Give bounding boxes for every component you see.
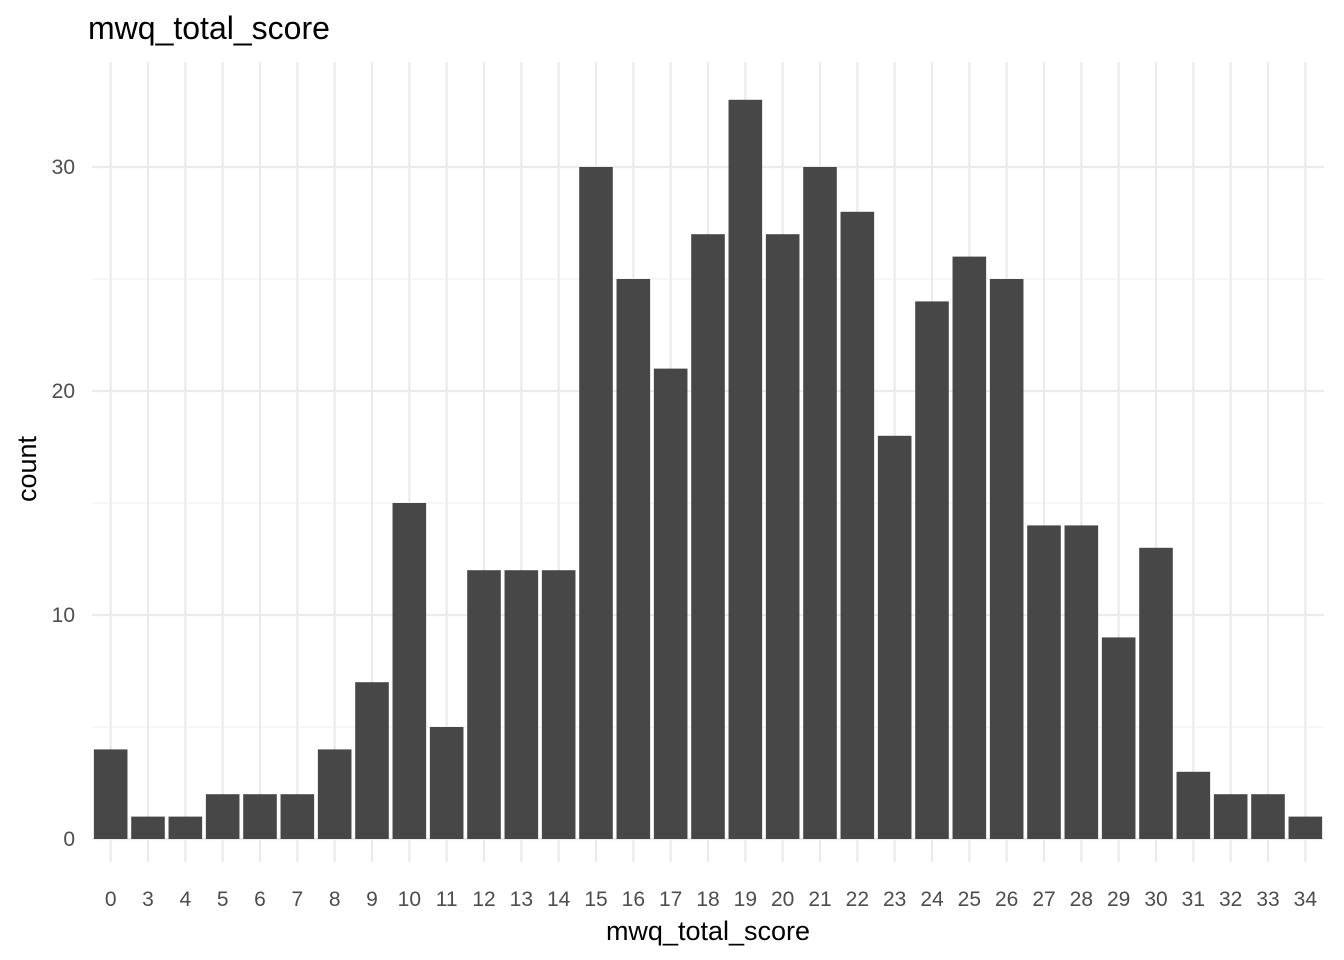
- bar-7: [280, 794, 315, 839]
- y-tick-label: 20: [52, 380, 75, 403]
- bar-21: [803, 167, 837, 839]
- x-tick-label: 16: [622, 888, 645, 911]
- bar-4: [168, 816, 203, 839]
- bar-27: [1027, 525, 1061, 839]
- y-axis-ticks: 0 10 20 30: [52, 156, 75, 851]
- x-tick-label: 18: [696, 888, 719, 911]
- bar-9: [355, 682, 389, 839]
- y-axis-title: count: [12, 435, 42, 502]
- x-tick-label: 17: [659, 888, 682, 911]
- x-tick-label: 22: [846, 888, 869, 911]
- bar-13: [504, 570, 539, 839]
- x-tick-label: 12: [472, 888, 495, 911]
- x-tick-label: 3: [142, 888, 154, 911]
- x-tick-label: 30: [1144, 888, 1167, 911]
- bar-15: [579, 167, 613, 839]
- x-tick-label: 25: [958, 888, 981, 911]
- x-tick-label: 15: [584, 888, 607, 911]
- bar-14: [541, 570, 576, 839]
- bar-34: [1288, 816, 1323, 839]
- x-tick-label: 24: [920, 888, 944, 911]
- x-tick-label: 11: [436, 888, 458, 911]
- bar-6: [243, 794, 277, 839]
- bar-28: [1064, 525, 1099, 839]
- bar-24: [915, 301, 949, 839]
- bar-30: [1139, 547, 1173, 839]
- bar-20: [765, 234, 800, 839]
- y-tick-label: 30: [52, 156, 75, 179]
- bar-11: [429, 727, 464, 839]
- x-axis-ticks: 0 3 4 5 6 7 8 9 10 11 12 13 14 15 16 17 18 19 20 21 22 23 24 25…: [105, 888, 1318, 911]
- x-tick-label: 14: [547, 888, 571, 911]
- bar-0: [93, 749, 128, 839]
- x-tick-label: 19: [734, 888, 757, 911]
- x-tick-label: 9: [366, 888, 378, 911]
- bar-5: [205, 794, 240, 839]
- bar-31: [1176, 771, 1211, 839]
- bar-18: [691, 234, 725, 839]
- bar-32: [1213, 794, 1248, 839]
- x-tick-label: 5: [217, 888, 229, 911]
- x-tick-label: 10: [398, 888, 421, 911]
- x-tick-label: 23: [883, 888, 906, 911]
- bar-33: [1251, 794, 1285, 839]
- x-tick-label: 13: [510, 888, 533, 911]
- bar-3: [131, 816, 165, 839]
- bars: [93, 99, 1323, 840]
- x-tick-label: 26: [995, 888, 1018, 911]
- bar-29: [1101, 637, 1136, 839]
- x-tick-label: 0: [105, 888, 117, 911]
- bar-22: [840, 211, 875, 840]
- x-tick-label: 7: [291, 888, 303, 911]
- y-tick-label: 10: [52, 604, 75, 627]
- x-tick-label: 34: [1294, 888, 1318, 911]
- y-tick-label: 0: [63, 828, 75, 851]
- x-tick-label: 4: [179, 888, 191, 911]
- x-tick-label: 29: [1107, 888, 1130, 911]
- x-axis-title: mwq_total_score: [606, 916, 810, 946]
- bar-16: [616, 279, 651, 839]
- x-tick-label: 33: [1256, 888, 1279, 911]
- bar-17: [653, 368, 688, 839]
- bar-26: [989, 279, 1024, 839]
- bar-8: [317, 749, 352, 839]
- bar-12: [467, 570, 501, 839]
- x-tick-label: 32: [1219, 888, 1242, 911]
- x-tick-label: 31: [1182, 888, 1205, 911]
- x-tick-label: 28: [1070, 888, 1093, 911]
- bar-25: [952, 256, 987, 840]
- x-tick-label: 8: [329, 888, 341, 911]
- x-tick-label: 21: [808, 888, 831, 911]
- chart-title: mwq_total_score: [88, 10, 330, 46]
- x-tick-label: 6: [254, 888, 266, 911]
- bar-23: [877, 435, 912, 839]
- x-tick-label: 20: [771, 888, 794, 911]
- x-tick-label: 27: [1032, 888, 1055, 911]
- bar-10: [392, 503, 427, 839]
- bar-19: [728, 99, 763, 840]
